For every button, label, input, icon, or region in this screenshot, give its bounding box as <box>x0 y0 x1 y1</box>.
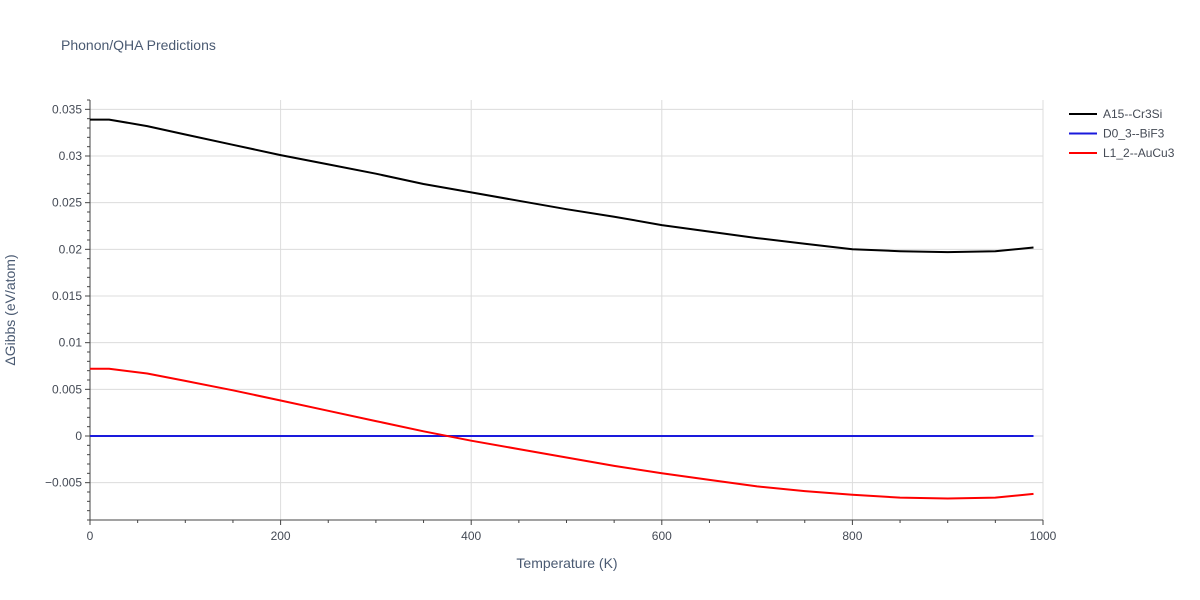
y-tick-label: −0.005 <box>45 476 82 490</box>
x-tick-label: 0 <box>87 529 94 543</box>
x-tick-label: 600 <box>652 529 672 543</box>
legend: A15--Cr3Si D0_3--BiF3 L1_2--AuCu3 <box>1069 107 1175 160</box>
y-tick-label: 0.01 <box>59 336 83 350</box>
y-tick-label: 0.02 <box>59 242 83 256</box>
chart-title: Phonon/QHA Predictions <box>61 37 216 53</box>
series-layer <box>90 118 1034 500</box>
legend-label: A15--Cr3Si <box>1103 107 1162 121</box>
x-tick-label: 200 <box>271 529 291 543</box>
series-line-a15-cr3si <box>90 118 1034 254</box>
x-tick-label: 400 <box>461 529 481 543</box>
y-tick-label: 0.005 <box>52 382 82 396</box>
y-tick-label: 0.035 <box>52 102 82 116</box>
y-tick-label: 0.015 <box>52 289 82 303</box>
series-line-l1-2-aucu3 <box>90 367 1034 500</box>
y-tick-label: 0.025 <box>52 196 82 210</box>
axis-layer: 0 200 400 600 800 1000 −0.005 0 0.005 0.01 0.015 0.… <box>45 99 1057 543</box>
grid-layer <box>90 100 1044 520</box>
y-axis-title: ΔGibbs (eV/atom) <box>2 254 18 365</box>
y-tick-label: 0 <box>75 429 82 443</box>
x-axis-title: Temperature (K) <box>516 555 617 571</box>
y-tick-label: 0.03 <box>59 149 83 163</box>
legend-label: D0_3--BiF3 <box>1103 127 1165 141</box>
legend-label: L1_2--AuCu3 <box>1103 146 1175 160</box>
x-tick-label: 1000 <box>1030 529 1057 543</box>
x-tick-label: 800 <box>842 529 862 543</box>
